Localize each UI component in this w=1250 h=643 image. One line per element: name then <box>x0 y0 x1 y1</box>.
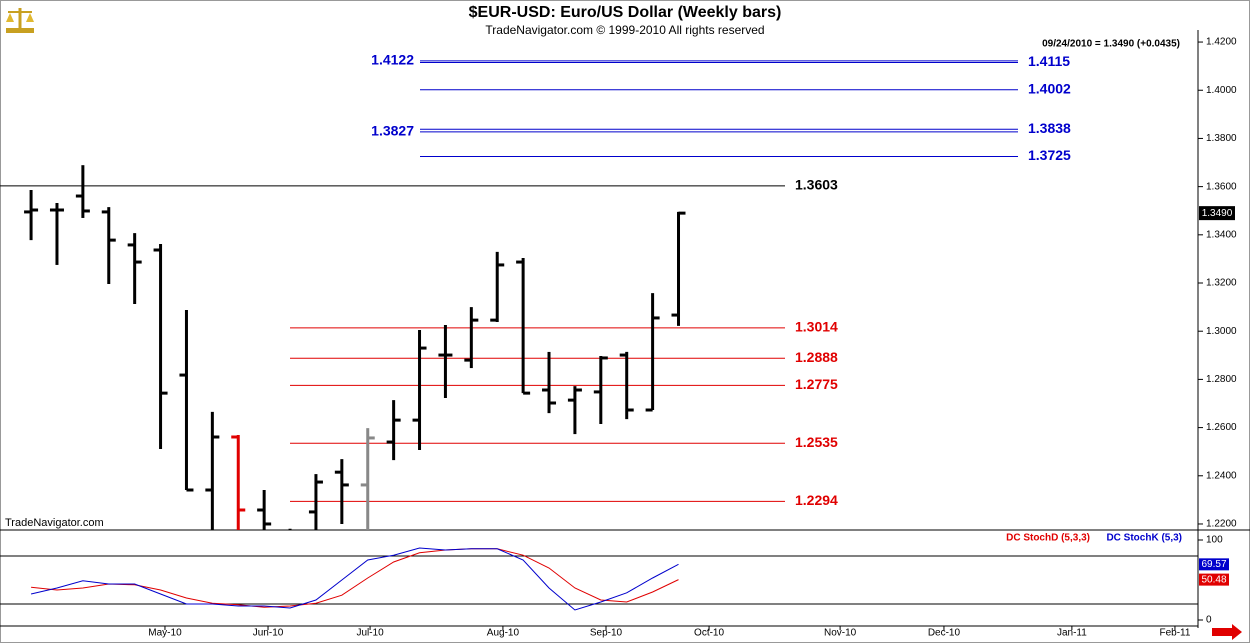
x-tick-label: Aug-10 <box>487 628 520 639</box>
chart-subtitle: TradeNavigator.com © 1999-2010 All right… <box>485 23 764 37</box>
y-tick-label: 1.2400 <box>1206 470 1237 481</box>
y-tick-label: 1.4200 <box>1206 37 1237 48</box>
level-label: 1.2294 <box>795 492 838 508</box>
level-label: 1.3827 <box>371 123 414 139</box>
quote-annotation: 09/24/2010 = 1.3490 (+0.0435) <box>1042 39 1180 50</box>
y-tick-label: 1.4000 <box>1206 85 1237 96</box>
legend-entry: DC StochD (5,3,3) <box>1006 533 1090 544</box>
x-tick-label: Dec-10 <box>928 628 961 639</box>
level-label: 1.4002 <box>1028 80 1071 96</box>
y-tick-label: 1.2800 <box>1206 374 1237 385</box>
bars <box>24 165 686 530</box>
y-tick-label: 100 <box>1206 535 1223 546</box>
x-tick-label: Oct-10 <box>694 628 724 639</box>
scroll-arrow[interactable] <box>1212 624 1242 640</box>
x-tick-label: May-10 <box>148 628 182 639</box>
x-tick-label: Jul-10 <box>356 628 384 639</box>
level-label: 1.4115 <box>1028 53 1070 69</box>
x-tick-label: Jun-10 <box>253 628 284 639</box>
level-label: 1.3838 <box>1028 120 1071 136</box>
value-box <box>1199 558 1229 571</box>
y-tick-label: 1.3600 <box>1206 181 1237 192</box>
level-label: 1.2775 <box>795 376 838 392</box>
y-tick-label: 1.2600 <box>1206 422 1237 433</box>
last-price-box <box>1199 206 1235 221</box>
value-box <box>1199 573 1229 586</box>
y-tick-label: 1.3000 <box>1206 326 1237 337</box>
level-label: 1.3014 <box>795 319 838 335</box>
x-tick-label: Sep-10 <box>590 628 623 639</box>
chart-title: $EUR-USD: Euro/US Dollar (Weekly bars) <box>469 4 782 21</box>
y-tick-label: 0 <box>1206 615 1212 626</box>
x-tick-label: Nov-10 <box>824 628 857 639</box>
last-price-label: 1.3490 <box>1202 208 1233 219</box>
value-label: 50.48 <box>1201 574 1226 585</box>
value-label: 69.57 <box>1201 559 1226 570</box>
level-label: 1.3603 <box>795 177 838 193</box>
y-tick-label: 1.2200 <box>1206 519 1237 530</box>
level-label: 1.2535 <box>795 434 838 450</box>
level-label: 1.2888 <box>795 349 838 365</box>
watermark: TradeNavigator.com <box>5 517 104 529</box>
level-label: 1.4122 <box>371 52 414 68</box>
x-tick-label: Feb-11 <box>1159 628 1190 639</box>
level-label: 1.3725 <box>1028 147 1071 163</box>
legend-entry: DC StochK (5,3) <box>1106 533 1182 544</box>
logo-icon <box>6 8 34 33</box>
x-tick-label: Jan-11 <box>1057 628 1087 639</box>
y-tick-label: 1.3800 <box>1206 133 1237 144</box>
stoch-line <box>30 547 679 611</box>
y-tick-label: 1.3200 <box>1206 278 1237 289</box>
y-tick-label: 1.3400 <box>1206 229 1237 240</box>
